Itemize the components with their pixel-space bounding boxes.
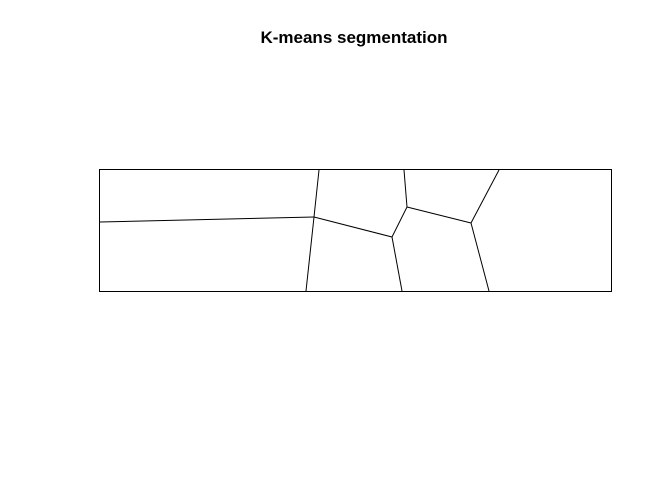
segment-boundary xyxy=(313,216,393,238)
segment-boundary xyxy=(313,169,320,218)
segment-boundary xyxy=(470,169,500,224)
segment-boundary xyxy=(99,216,315,223)
segment-boundary xyxy=(470,222,490,292)
segment-boundary xyxy=(403,169,408,208)
segment-boundary xyxy=(406,206,472,224)
segment-boundary xyxy=(305,216,315,292)
plot-frame xyxy=(99,169,612,292)
segment-boundary xyxy=(391,236,403,292)
segment-boundary xyxy=(391,206,408,238)
plot-title: K-means segmentation xyxy=(260,28,448,47)
